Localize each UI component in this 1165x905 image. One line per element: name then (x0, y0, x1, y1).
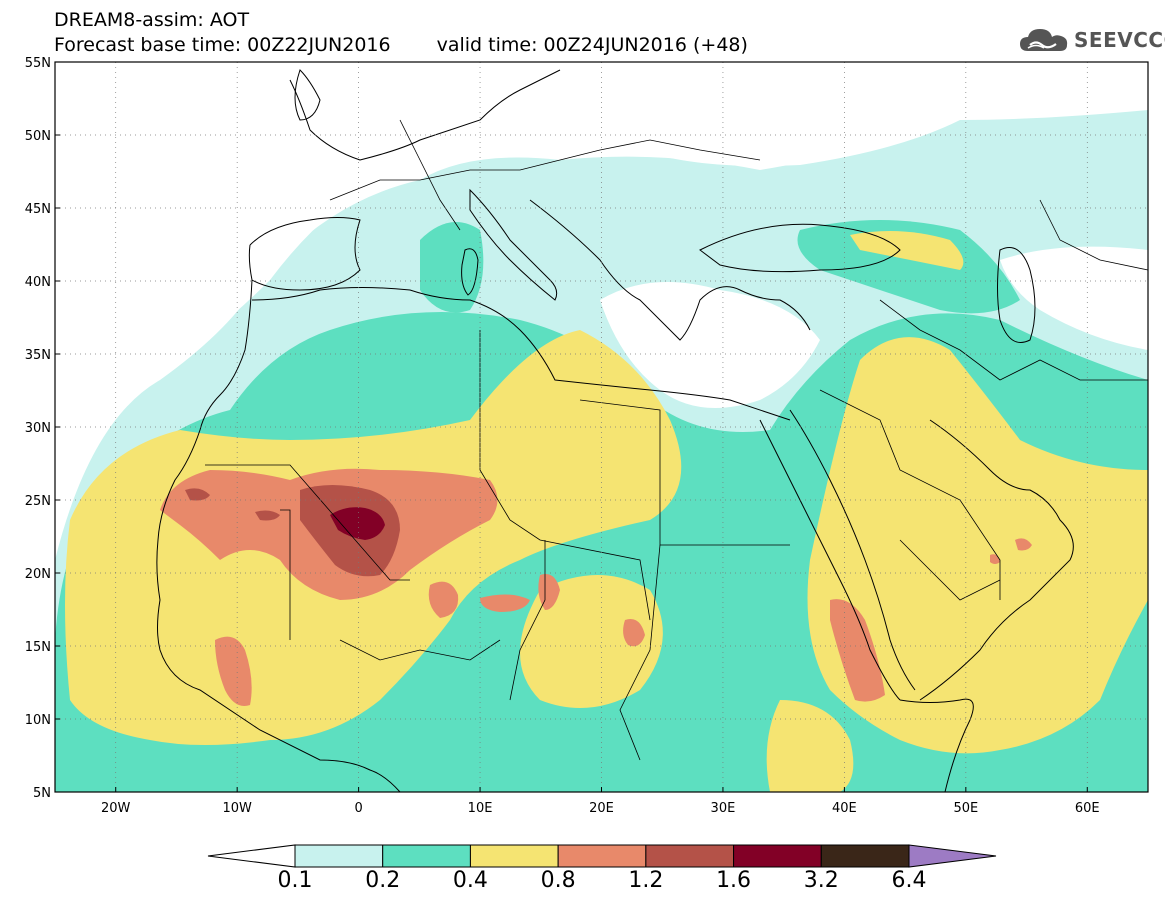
lon-label: 0 (354, 801, 362, 816)
coastline-sardinia (461, 248, 479, 296)
aot-band-below-0.1 (1000, 246, 1148, 350)
coastline-caspian (997, 247, 1036, 343)
lat-label: 25N (25, 494, 51, 509)
map-subtitle: Forecast base time: 00Z22JUN2016 valid ti… (54, 34, 748, 56)
legend-label: 1.6 (716, 868, 752, 893)
border-line (819, 389, 1001, 600)
lat-label: 45N (25, 202, 51, 217)
aot-band-0.4 (807, 337, 1148, 754)
border-line (879, 299, 1148, 381)
aot-band-0.8 (428, 581, 459, 618)
coastline-north-europe (289, 69, 561, 161)
lon-label: 20W (101, 801, 131, 816)
legend-labels: 0.1 0.2 0.4 0.8 1.2 1.6 3.2 6.4 (0, 868, 1165, 898)
aot-band-below-0.1 (470, 62, 1148, 166)
legend-swatch (557, 844, 647, 868)
lat-label: 20N (25, 567, 51, 582)
legend-label: 3.2 (803, 868, 839, 893)
coastline-red-sea-west (759, 419, 901, 701)
coastlines (156, 69, 1074, 792)
legend-swatch-over (908, 844, 997, 868)
axis-labels: 55N 50N 45N 40N 35N 30N 25N 20N 15N 10N 5N 20W 10W 0 1… (25, 56, 1100, 816)
legend-swatch (820, 844, 910, 868)
border-line (619, 544, 661, 761)
legend-swatch (382, 844, 471, 868)
border-line (479, 330, 651, 621)
map-title: DREAM8-assim: AOT (54, 9, 250, 31)
lon-label: 10E (468, 801, 493, 816)
legend-colorbar (207, 844, 997, 868)
aot-band-0.8 (830, 599, 885, 702)
border-line (280, 509, 291, 640)
coastline-iberia (248, 217, 361, 291)
coastline-balkans-greece (529, 199, 811, 341)
coastline-black-sea (699, 223, 901, 273)
legend-swatch (469, 844, 559, 868)
lat-label: 15N (25, 640, 51, 655)
seevccc-logo: SEEVCCC (1018, 24, 1165, 56)
border-line (899, 539, 1001, 601)
aot-band-0.2 (797, 220, 1020, 314)
plot-frame (54, 61, 1149, 793)
legend-swatch (733, 844, 822, 868)
lat-label: 40N (25, 275, 51, 290)
aot-band-1.2 (255, 510, 280, 521)
aot-band-0.8 (538, 574, 560, 610)
aot-band-below-0.1 (600, 282, 820, 408)
aot-band-below-0.1 (55, 62, 460, 440)
logo-text: SEEVCCC (1074, 28, 1165, 52)
lon-label: 10W (222, 801, 252, 816)
lon-label: 30E (711, 801, 736, 816)
coastline-red-sea-east (789, 409, 916, 691)
legend-swatch (294, 844, 384, 868)
base-time-label: Forecast base time: 00Z22JUN2016 (54, 34, 391, 56)
aot-band-0.8 (1015, 538, 1032, 551)
border-line (579, 399, 790, 546)
legend-label: 6.4 (891, 868, 927, 893)
legend-swatch (645, 844, 735, 868)
coastline-arabia-gulf (919, 419, 1074, 701)
aot-band-0.2 (420, 222, 484, 313)
aot-band-0.8 (623, 619, 645, 647)
lat-label: 5N (33, 786, 51, 801)
cloud-icon (1020, 29, 1068, 51)
lat-label: 55N (25, 56, 51, 71)
coastline-british-isles (294, 69, 321, 121)
legend-label: 0.2 (365, 868, 401, 893)
legend-label: 0.8 (540, 868, 576, 893)
legend-swatch-under (207, 844, 296, 868)
lat-label: 10N (25, 713, 51, 728)
coastline-mediterranean-south (251, 287, 791, 421)
lon-label: 20E (589, 801, 614, 816)
border-line (399, 119, 461, 231)
lat-label: 30N (25, 421, 51, 436)
border-line (1039, 199, 1148, 271)
legend-label: 0.4 (452, 868, 488, 893)
aot-band-0.8 (480, 594, 530, 612)
coastline-italy (469, 188, 558, 301)
border-line (509, 540, 546, 701)
border-line (339, 639, 501, 661)
aot-band-1.2 (185, 488, 210, 501)
border-line (329, 139, 761, 201)
lat-label: 50N (25, 129, 51, 144)
legend-label: 0.1 (277, 868, 313, 893)
aot-band-1.6 (330, 507, 385, 540)
coastline-horn-africa (899, 698, 974, 792)
lon-label: 60E (1075, 801, 1100, 816)
legend-label: 1.2 (628, 868, 664, 893)
valid-time-label: valid time: 00Z24JUN2016 (+48) (436, 34, 748, 56)
aot-band-0.4 (850, 231, 964, 270)
country-borders (205, 119, 1148, 761)
border-line (205, 464, 410, 581)
aot-band-0.4 (766, 700, 854, 792)
aot-band-0.4 (520, 575, 663, 708)
lat-label: 35N (25, 348, 51, 363)
aot-band-0.8 (215, 636, 252, 706)
coastline-west-africa (156, 279, 401, 792)
lon-label: 50E (953, 801, 978, 816)
lon-label: 40E (832, 801, 857, 816)
